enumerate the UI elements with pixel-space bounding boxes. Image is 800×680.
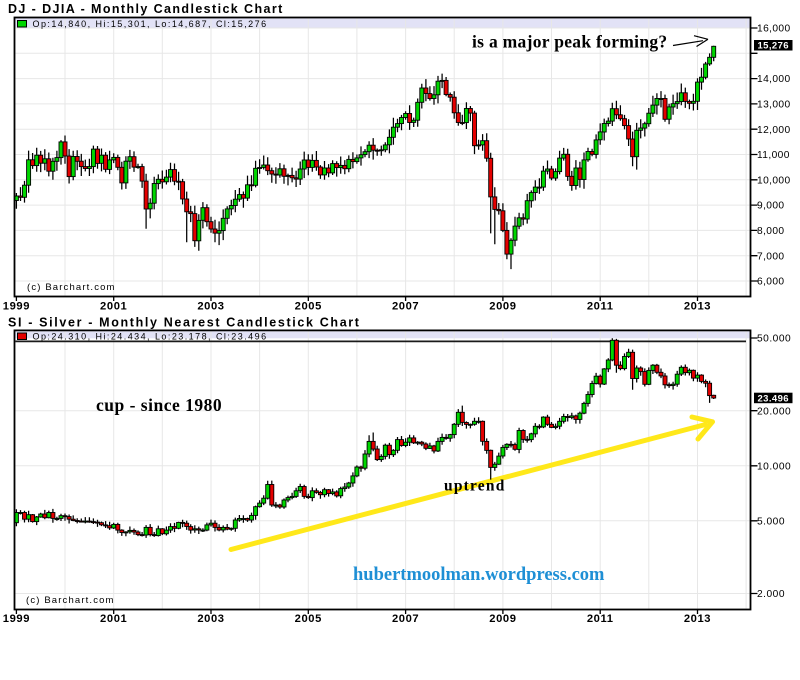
svg-text:2013: 2013 xyxy=(684,613,711,625)
svg-text:5.000: 5.000 xyxy=(757,516,785,527)
svg-text:10,000: 10,000 xyxy=(757,175,791,186)
svg-text:2011: 2011 xyxy=(587,301,614,313)
svg-text:11,000: 11,000 xyxy=(757,150,790,161)
svg-text:23.496: 23.496 xyxy=(758,393,789,404)
svg-text:(c) Barchart.com: (c) Barchart.com xyxy=(26,595,115,606)
svg-text:16,000: 16,000 xyxy=(757,24,791,35)
svg-text:Op:24.310, Hi:24.434, Lo:23.17: Op:24.310, Hi:24.434, Lo:23.178, Cl:23.4… xyxy=(33,332,268,342)
svg-text:20.000: 20.000 xyxy=(757,406,791,417)
svg-text:2005: 2005 xyxy=(295,301,322,313)
svg-text:2007: 2007 xyxy=(392,613,419,625)
svg-text:2003: 2003 xyxy=(197,613,224,625)
svg-text:SI - Silver - Monthly Nearest: SI - Silver - Monthly Nearest Candlestic… xyxy=(8,316,361,330)
svg-text:12,000: 12,000 xyxy=(757,125,791,136)
svg-text:2013: 2013 xyxy=(684,301,711,313)
svg-text:2001: 2001 xyxy=(100,301,127,313)
svg-text:2005: 2005 xyxy=(295,613,322,625)
svg-text:is a major peak forming?: is a major peak forming? xyxy=(472,32,667,52)
svg-text:(c) Barchart.com: (c) Barchart.com xyxy=(27,282,116,293)
svg-text:DJ - DJIA - Monthly Candlestic: DJ - DJIA - Monthly Candlestick Chart xyxy=(8,2,284,16)
svg-text:50.000: 50.000 xyxy=(757,334,791,345)
svg-text:2.000: 2.000 xyxy=(757,589,785,600)
svg-text:hubertmoolman.wordpress.com: hubertmoolman.wordpress.com xyxy=(353,565,605,585)
svg-text:uptrend: uptrend xyxy=(444,478,506,495)
svg-text:9,000: 9,000 xyxy=(757,201,785,212)
svg-text:2011: 2011 xyxy=(587,613,614,625)
svg-text:2007: 2007 xyxy=(392,301,419,313)
svg-text:10.000: 10.000 xyxy=(757,461,791,472)
svg-text:14,000: 14,000 xyxy=(757,74,791,85)
svg-text:6,000: 6,000 xyxy=(757,277,785,288)
svg-text:2009: 2009 xyxy=(489,301,516,313)
svg-text:1999: 1999 xyxy=(3,613,30,625)
svg-text:13,000: 13,000 xyxy=(757,100,791,111)
svg-text:2001: 2001 xyxy=(100,613,127,625)
svg-text:1999: 1999 xyxy=(3,301,30,313)
svg-text:8,000: 8,000 xyxy=(757,226,785,237)
svg-text:15,276: 15,276 xyxy=(758,41,789,52)
svg-text:7,000: 7,000 xyxy=(757,251,785,262)
svg-text:cup - since 1980: cup - since 1980 xyxy=(96,395,222,415)
svg-text:Op:14,840, Hi:15,301, Lo:14,68: Op:14,840, Hi:15,301, Lo:14,687, Cl:15,2… xyxy=(33,19,268,29)
svg-text:2003: 2003 xyxy=(197,301,224,313)
svg-text:2009: 2009 xyxy=(489,613,516,625)
